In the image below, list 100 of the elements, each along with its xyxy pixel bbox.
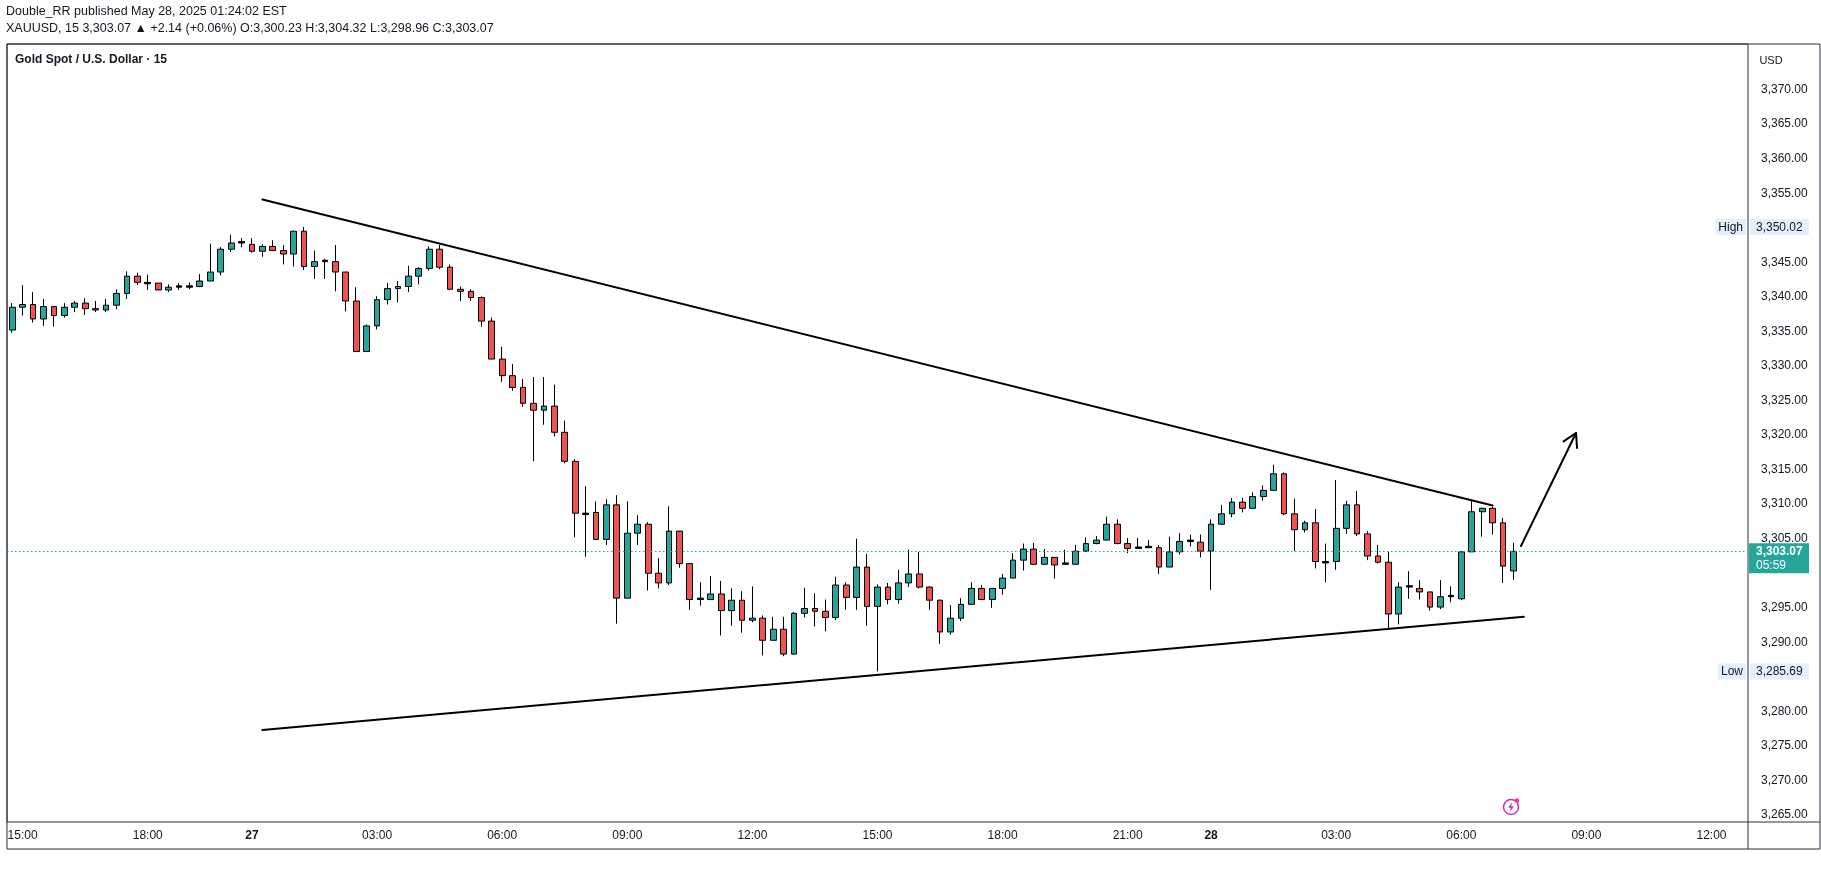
- candlestick: [61, 302, 68, 319]
- candlestick: [603, 498, 610, 546]
- candlestick: [186, 281, 193, 290]
- y-tick-label: 3,270.00: [1761, 772, 1809, 787]
- y-tick-label: 3,330.00: [1761, 358, 1809, 373]
- candlestick: [718, 580, 725, 636]
- candlestick: [1062, 549, 1069, 565]
- candlestick: [1197, 534, 1204, 558]
- y-axis-title: USD: [1759, 54, 1783, 66]
- candlestick: [1416, 579, 1423, 601]
- candlestick: [989, 587, 996, 609]
- candlestick: [1135, 537, 1142, 550]
- candlestick: [155, 282, 162, 291]
- candlestick: [1312, 508, 1319, 569]
- candlestick: [1229, 497, 1235, 518]
- candlestick: [801, 587, 808, 618]
- candlestick: [1427, 591, 1433, 612]
- candlestick: [1103, 516, 1110, 541]
- candlestick: [561, 420, 568, 464]
- candlestick: [332, 244, 339, 292]
- candlestick: [51, 306, 57, 328]
- candlestick: [926, 585, 933, 611]
- candlestick: [374, 295, 380, 330]
- candlestick: [895, 569, 902, 605]
- annotation: Low: [1720, 664, 1744, 679]
- candlestick: [405, 265, 412, 293]
- candlestick: [1364, 530, 1371, 561]
- y-tick-label: 3,370.00: [1761, 81, 1809, 96]
- text: 3,285.69: [1756, 664, 1804, 679]
- candlestick: [978, 584, 985, 601]
- candlestick: [311, 250, 318, 280]
- candlestick: [1322, 543, 1329, 583]
- candlestick: [353, 286, 360, 352]
- candlestick: [228, 234, 235, 253]
- candlestick: [759, 614, 766, 656]
- candlestick: [958, 597, 964, 622]
- candlestick: [541, 376, 547, 426]
- candlestick: [947, 604, 954, 636]
- candlestick: [582, 485, 589, 558]
- y-tick-label: 3,320.00: [1761, 427, 1809, 442]
- candlestick: [1395, 581, 1402, 625]
- x-tick-label: 18:00: [987, 828, 1018, 842]
- candlestick: [520, 378, 526, 408]
- candlestick: [728, 587, 735, 627]
- candlestick: [415, 266, 422, 285]
- y-tick-label: 3,310.00: [1761, 496, 1809, 511]
- candlestick: [937, 599, 943, 645]
- candlestick: [217, 246, 224, 276]
- candlestick: [176, 282, 182, 291]
- candlestick: [1281, 471, 1287, 516]
- candlestick: [509, 363, 516, 392]
- candlestick: [645, 521, 652, 592]
- candlestick: [124, 270, 130, 300]
- text: 3,350.02: [1756, 219, 1804, 234]
- candlestick: [1291, 498, 1298, 552]
- candlestick: [1354, 490, 1360, 537]
- annotation: High: [1718, 219, 1743, 234]
- candlestick: [238, 237, 245, 248]
- candlestick: [1375, 544, 1381, 565]
- candlestick: [488, 317, 495, 360]
- y-tick-label: 3,290.00: [1761, 634, 1809, 649]
- x-tick-label: 15:00: [7, 828, 38, 842]
- candlestick: [864, 553, 870, 627]
- x-tick-label: 27: [245, 828, 259, 842]
- y-tick-label: 3,360.00: [1761, 151, 1809, 166]
- y-tick-label: 3,275.00: [1761, 738, 1809, 753]
- candlestick: [1302, 520, 1308, 533]
- candlestick: [593, 500, 599, 540]
- text: Double_RR published May 28, 2025 01:24:02 EST: [6, 4, 288, 18]
- x-tick-label: 21:00: [1112, 828, 1144, 842]
- candlestick: [1249, 491, 1256, 509]
- text: 05:59: [1756, 558, 1787, 573]
- candlestick: [1218, 504, 1225, 526]
- candlestick: [436, 244, 443, 270]
- y-tick-label: 3,365.00: [1761, 116, 1809, 131]
- candlestick: [1187, 534, 1194, 547]
- candlestick: [19, 284, 26, 317]
- candlestick: [165, 283, 172, 293]
- candlestick: [697, 581, 704, 607]
- x-tick-label: 06:00: [1446, 828, 1477, 842]
- y-tick-label: 3,315.00: [1761, 461, 1809, 476]
- candlestick: [207, 243, 214, 282]
- candlestick: [1145, 539, 1152, 549]
- candlestick: [686, 563, 693, 611]
- candlestick: [1239, 497, 1246, 513]
- candlestick: [301, 226, 307, 271]
- candlestick: [249, 237, 255, 254]
- candlestick: [103, 298, 109, 313]
- candlestick: [530, 376, 537, 462]
- candlestick: [968, 581, 975, 605]
- candlestick: [1260, 485, 1267, 502]
- candlestick: [739, 590, 745, 634]
- candlestick: [551, 384, 558, 437]
- x-tick-label: 06:00: [487, 828, 518, 842]
- candlestick: [1051, 556, 1058, 580]
- candlestick: [1406, 570, 1413, 600]
- candlestick: [196, 273, 203, 288]
- y-tick-label: 3,295.00: [1761, 600, 1809, 615]
- candlestick: [478, 295, 485, 328]
- candlestick: [885, 582, 891, 605]
